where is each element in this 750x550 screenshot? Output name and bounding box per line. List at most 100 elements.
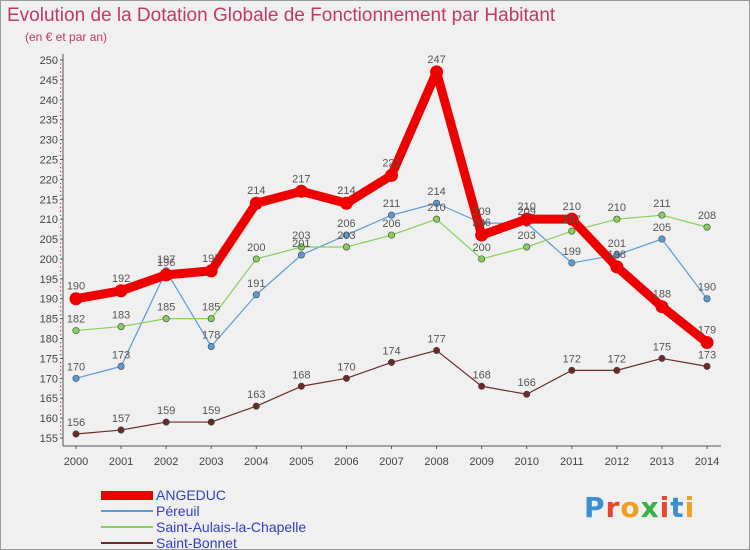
data-point-angeduc [700,336,714,350]
y-tick-label: 235 [40,115,58,127]
y-minor-tick [60,226,62,228]
data-label-angeduc: 190 [67,281,85,293]
y-minor-tick [60,115,62,117]
data-label-angeduc: 192 [112,273,130,285]
y-minor-tick [60,349,62,352]
y-minor-tick [60,330,62,332]
data-point-saint-bonnet [117,426,125,434]
y-minor-tick [60,63,62,65]
chart-subtitle: (en € et par an) [25,30,108,44]
legend-swatch [101,542,153,544]
y-minor-tick [60,135,62,137]
y-minor-tick [60,143,62,145]
y-minor-tick [60,373,62,376]
data-label-saint-bonnet: 172 [563,353,581,365]
data-label-p-reuil: 197 [157,254,175,266]
data-point-saint-aulais-la-chapelle [297,243,305,251]
data-label-saint-aulais-la-chapelle: 203 [518,230,536,242]
data-point-saint-aulais-la-chapelle [703,223,711,231]
y-minor-tick [60,103,62,105]
y-minor-tick [60,314,62,316]
x-tick-label: 2004 [244,456,268,468]
y-minor-tick [60,310,62,312]
logo-letter: o [620,491,641,524]
y-minor-tick [60,286,62,288]
y-minor-tick [60,401,62,403]
y-minor-tick [60,154,62,157]
data-point-saint-bonnet [433,346,441,354]
logo-letter: t [670,491,685,524]
data-point-angeduc [655,300,669,314]
data-point-saint-bonnet [703,362,711,370]
y-minor-tick [60,214,62,216]
data-label-saint-bonnet: 163 [247,389,265,401]
data-point-saint-bonnet [658,354,666,362]
x-tick-label: 2009 [469,456,493,468]
y-minor-tick [60,365,62,368]
x-tick-label: 2010 [514,456,538,468]
data-label-p-reuil: 178 [202,329,220,341]
data-label-saint-bonnet: 174 [382,345,400,357]
data-point-angeduc [114,284,128,298]
y-tick-label: 195 [40,274,58,286]
x-tick-label: 2003 [199,456,223,468]
data-label-saint-aulais-la-chapelle: 210 [608,202,626,214]
data-point-saint-aulais-la-chapelle [478,255,486,263]
y-minor-tick [60,83,62,85]
y-tick-label: 240 [40,95,58,107]
data-label-saint-bonnet: 157 [112,413,130,425]
data-label-saint-bonnet: 173 [698,349,716,361]
y-minor-tick [60,127,62,129]
data-point-angeduc [385,168,398,182]
data-label-p-reuil: 170 [67,361,85,373]
data-point-saint-aulais-la-chapelle [252,255,260,263]
data-label-p-reuil: 206 [337,218,355,230]
y-minor-tick [60,385,62,387]
y-tick-label: 225 [40,154,58,166]
y-minor-tick [60,250,62,252]
data-point-saint-bonnet [613,366,621,374]
y-tick-label: 160 [40,413,58,425]
data-point-saint-bonnet [207,418,215,426]
data-label-saint-bonnet: 166 [518,377,536,389]
y-minor-tick [60,361,62,364]
data-label-saint-aulais-la-chapelle: 210 [427,202,445,214]
data-label-p-reuil: 214 [427,186,445,198]
data-point-angeduc [475,228,489,242]
y-minor-tick [60,190,62,193]
y-minor-tick [60,254,62,256]
logo-letter: i [684,491,696,524]
data-label-saint-bonnet: 168 [292,369,310,381]
data-point-saint-bonnet [252,402,260,410]
y-minor-tick [60,210,62,212]
data-label-angeduc: 217 [292,173,310,185]
data-point-p-reuil [658,235,666,243]
data-point-saint-bonnet [72,430,80,438]
data-label-p-reuil: 190 [698,282,716,294]
data-point-angeduc [520,212,534,226]
y-minor-tick [60,393,62,395]
y-minor-tick [60,433,62,435]
data-point-angeduc [565,212,579,226]
data-label-saint-bonnet: 156 [67,417,85,429]
data-point-saint-bonnet [568,366,576,374]
y-minor-tick [60,270,62,272]
data-label-saint-bonnet: 175 [653,341,671,353]
data-point-saint-aulais-la-chapelle [658,211,666,219]
data-label-p-reuil: 191 [247,278,265,290]
y-minor-tick [60,266,62,268]
x-tick-label: 2012 [605,456,629,468]
y-tick-label: 205 [40,234,58,246]
y-tick-label: 155 [40,433,58,445]
data-point-saint-bonnet [387,358,395,366]
data-label-saint-aulais-la-chapelle: 200 [247,242,265,254]
data-label-angeduc: 210 [518,201,536,213]
data-point-saint-aulais-la-chapelle [523,243,531,251]
y-tick-label: 185 [40,314,58,326]
data-label-saint-aulais-la-chapelle: 183 [112,310,130,322]
y-minor-tick [60,429,62,431]
data-point-saint-aulais-la-chapelle [613,215,621,223]
y-minor-tick [60,413,62,415]
data-point-p-reuil [342,231,350,239]
y-minor-tick [60,326,62,328]
